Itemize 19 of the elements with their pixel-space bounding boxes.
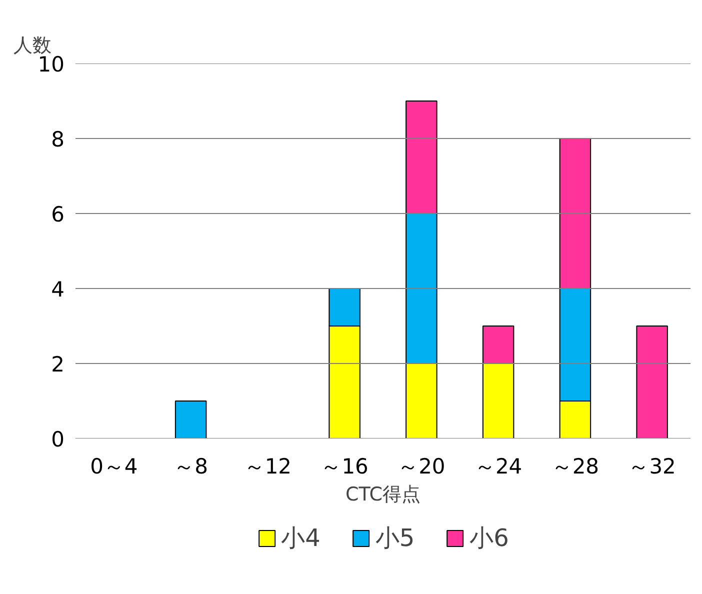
y-tick-label: 2: [51, 352, 65, 376]
x-tick-label: ～12: [244, 454, 292, 478]
y-tick-label: 4: [51, 278, 65, 302]
x-tick-label: 0～4: [90, 454, 138, 478]
legend-label: 小5: [375, 523, 415, 554]
x-tick-label: ～8: [174, 454, 208, 478]
y-tick-label: 6: [51, 202, 65, 226]
bar: [174, 400, 207, 438]
bar: [636, 326, 668, 438]
x-tick-label: ～32: [628, 454, 676, 478]
legend-label: 小6: [470, 523, 509, 554]
x-tick-label: ～24: [474, 454, 522, 478]
x-tick-label: ～28: [551, 454, 600, 478]
x-axis-title: CTC得点: [345, 484, 421, 506]
y-tick-label: 0: [51, 428, 65, 452]
y-tick-label: 8: [51, 128, 65, 152]
legend-label: 小4: [281, 523, 320, 554]
x-tick-label: ～20: [398, 454, 446, 478]
x-tick-label: ～16: [320, 454, 368, 478]
